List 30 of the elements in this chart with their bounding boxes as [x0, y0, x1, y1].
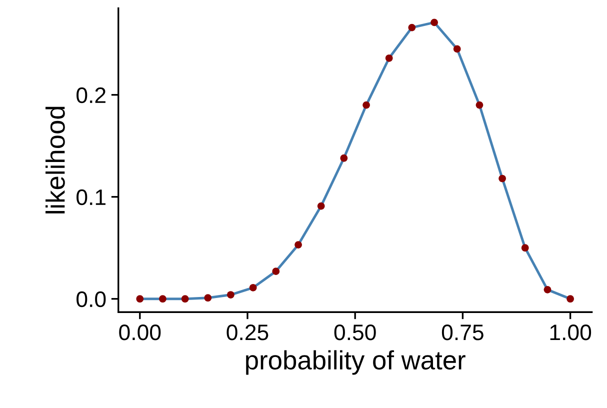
point: [227, 291, 234, 298]
point: [136, 295, 144, 303]
x-tick-label: 0.50: [334, 324, 376, 340]
x-tick-label: 0.25: [226, 324, 268, 340]
point: [204, 294, 212, 302]
point: [408, 24, 416, 32]
point: [566, 295, 574, 303]
point: [385, 54, 393, 62]
point: [340, 154, 348, 162]
point: [544, 286, 552, 294]
y-axis-title: likelihood: [46, 106, 65, 214]
x-axis-title: probability of water: [246, 350, 466, 375]
point: [362, 101, 370, 109]
point: [498, 174, 506, 182]
point: [249, 284, 257, 292]
point: [521, 244, 529, 252]
x-tick-label: 0.00: [119, 324, 161, 340]
x-tick-label: 1.00: [550, 324, 592, 340]
x-tick-label: 0.75: [442, 324, 484, 340]
point: [476, 101, 484, 109]
point: [317, 202, 325, 210]
point: [181, 295, 189, 303]
point: [294, 241, 302, 248]
y-tick-label: 0.0: [76, 291, 106, 308]
point: [272, 268, 280, 275]
point: [430, 18, 438, 26]
y-tick-label: 0.2: [76, 87, 106, 104]
point: [453, 45, 461, 53]
point: [159, 295, 166, 303]
y-tick-label: 0.1: [76, 189, 106, 206]
